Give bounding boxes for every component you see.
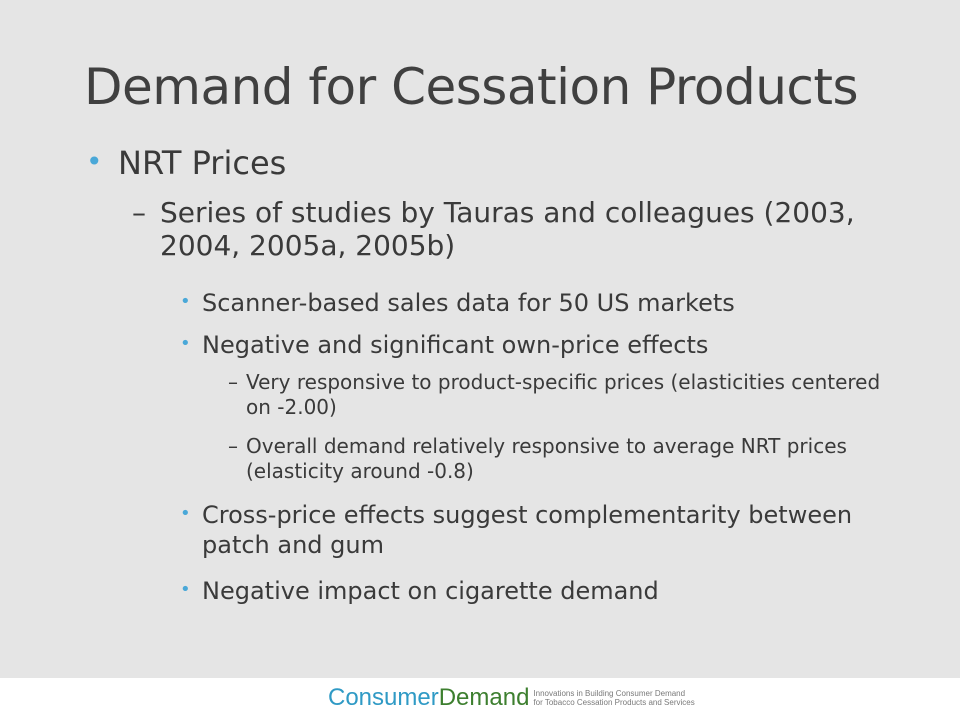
slide-title: Demand for Cessation Products	[84, 58, 859, 116]
logo-tagline-line-1: Innovations in Building Consumer Demand	[533, 688, 686, 698]
bullet-marker: •	[180, 503, 191, 524]
subbullet-text: Overall demand relatively responsive to …	[246, 434, 847, 483]
subbullet-text: Very responsive to product-specific pric…	[246, 370, 881, 419]
logo-consumer-text: Consumer	[328, 684, 439, 711]
slide-footer	[0, 678, 960, 720]
bullet-marker: •	[86, 145, 103, 178]
dash-marker: –	[228, 434, 238, 458]
logo-tagline-line-2: for Tobacco Cessation Products and Servi…	[533, 698, 695, 707]
bullet-nrt-prices: • NRT Prices	[86, 144, 886, 182]
logo-demand-text: Demand	[438, 684, 530, 711]
consumer-demand-logo: ConsumerDemand Innovations in Building C…	[328, 684, 695, 712]
bullet-marker: •	[180, 291, 191, 312]
bullet-cross-price-effects: • Cross-price effects suggest complement…	[180, 500, 880, 560]
dash-marker: –	[132, 196, 146, 229]
bullet-own-price-effects: • Negative and significant own-price eff…	[180, 330, 880, 360]
bullet-scanner-data: • Scanner-based sales data for 50 US mar…	[180, 288, 880, 318]
bullet-marker: •	[180, 579, 191, 600]
subbullet-text: Series of studies by Tauras and colleagu…	[160, 196, 855, 263]
bullet-text: Negative impact on cigarette demand	[202, 577, 659, 605]
subbullet-product-specific-prices: – Very responsive to product-specific pr…	[224, 370, 904, 420]
subbullet-series-of-studies: – Series of studies by Tauras and collea…	[128, 196, 908, 262]
slide-content-area: Demand for Cessation Products • NRT Pric…	[0, 0, 960, 678]
dash-marker: –	[228, 370, 238, 394]
bullet-text: Scanner-based sales data for 50 US marke…	[202, 289, 735, 317]
bullet-text: Negative and significant own-price effec…	[202, 331, 709, 359]
logo-wordmark: ConsumerDemand	[328, 686, 529, 710]
bullet-cigarette-demand: • Negative impact on cigarette demand	[180, 576, 880, 606]
bullet-text: Cross-price effects suggest complementar…	[202, 501, 853, 559]
bullet-marker: •	[180, 333, 191, 354]
bullet-text: NRT Prices	[118, 144, 287, 182]
subbullet-overall-demand: – Overall demand relatively responsive t…	[224, 434, 904, 484]
logo-tagline: Innovations in Building Consumer Demand …	[533, 688, 695, 707]
